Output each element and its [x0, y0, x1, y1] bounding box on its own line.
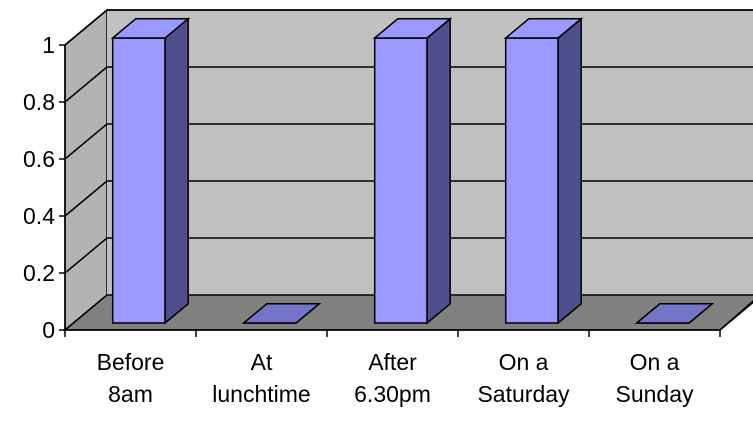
x-tick-label-line: Sunday [615, 381, 694, 407]
bar-top [241, 303, 322, 324]
x-tick-label: After 6.30pm [354, 349, 431, 407]
bar-front [111, 37, 166, 324]
x-tick-label-line: Saturday [477, 381, 570, 407]
bar-top [634, 303, 715, 324]
x-tick-label: Before 8am [97, 349, 165, 407]
bar [241, 303, 322, 324]
x-tick-label-line: 8am [108, 381, 153, 407]
bar-side [557, 17, 582, 325]
bar-front [504, 37, 559, 324]
y-tick-label: 0.8 [23, 89, 55, 115]
gridline-side [64, 180, 108, 217]
side-wall [64, 8, 108, 332]
bar-top [372, 18, 453, 39]
bar-top [110, 18, 191, 39]
x-tick-label-line: After [368, 349, 417, 375]
bar-side [164, 17, 189, 325]
x-tick-label: On a Saturday [477, 349, 570, 407]
gridline-side [64, 66, 108, 103]
bar [503, 17, 584, 325]
x-tick-label-line: Before [97, 349, 165, 375]
bar [110, 17, 191, 325]
x-tick-label: At lunchtime [212, 349, 310, 407]
gridline-side [64, 237, 108, 274]
bar [372, 17, 453, 325]
y-tick-label: 0 [42, 317, 55, 343]
axes [59, 44, 753, 337]
y-tick-label: 0.2 [23, 260, 55, 286]
x-tick-label: On a Sunday [615, 349, 694, 407]
bar-front [373, 37, 428, 324]
gridline-side [64, 9, 108, 46]
y-tick-label: 0.4 [23, 203, 55, 229]
x-tick-label-line: On a [630, 349, 680, 375]
bar [634, 303, 715, 324]
x-tick-label-line: 6.30pm [354, 381, 431, 407]
gridline-side [64, 123, 108, 160]
x-tick-labels: Before 8am At lunchtime After 6.30pm On a Satur… [97, 349, 694, 407]
y-tick-label: 1 [42, 32, 55, 58]
bar-top [503, 18, 584, 39]
y-tick-labels: 0 0.2 0.4 0.6 0.8 1 [23, 32, 55, 343]
bars [110, 17, 715, 325]
floor-right-edge [719, 301, 753, 331]
y-tick-label: 0.6 [23, 146, 55, 172]
x-tick-label-line: At [251, 349, 273, 375]
x-tick-label-line: On a [499, 349, 549, 375]
bar-side [426, 17, 451, 325]
x-tick-label-line: lunchtime [212, 381, 310, 407]
